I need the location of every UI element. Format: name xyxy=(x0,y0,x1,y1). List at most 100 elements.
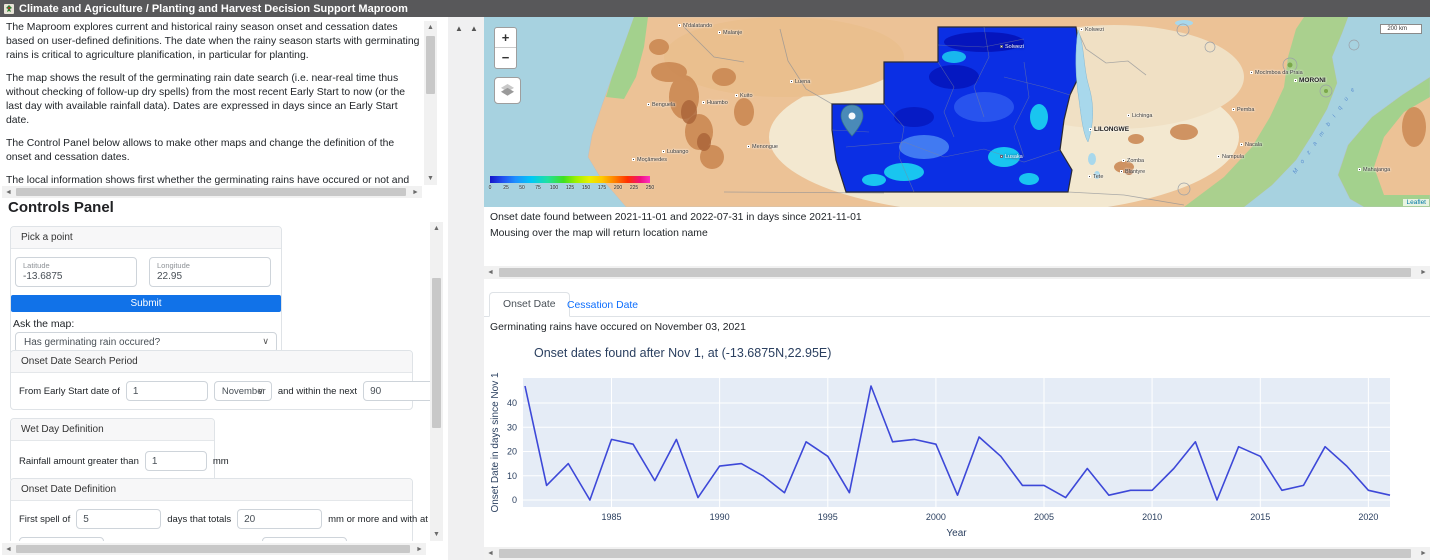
onset-date-search-period-card: Onset Date Search Period From Early Star… xyxy=(10,350,430,410)
latitude-value[interactable]: -13.6875 xyxy=(23,271,63,282)
scroll-left-icon[interactable]: ◄ xyxy=(484,547,497,560)
chevron-down-icon: ∨ xyxy=(262,336,269,346)
germinating-rains-message: Germinating rains have occured on Novemb… xyxy=(490,322,746,333)
controls-panel: Pick a point Latitude -13.6875 Longitude… xyxy=(0,222,430,541)
scroll-right-icon[interactable]: ► xyxy=(413,543,426,555)
controls-horizontal-scrollbar[interactable]: ◄ ► xyxy=(2,543,426,555)
onset-def-row1-mid: days that totals xyxy=(167,513,232,525)
map-caption-range: Onset date found between 2021-11-01 and … xyxy=(490,212,862,223)
scroll-left-icon[interactable]: ◄ xyxy=(2,186,15,198)
longitude-field[interactable]: Longitude 22.95 xyxy=(149,257,271,287)
scroll-left-icon[interactable]: ◄ xyxy=(484,266,497,279)
onset-def-row1-suffix: mm or more and with at least xyxy=(328,513,430,525)
collapse-up-icon[interactable]: ▲ xyxy=(470,24,478,33)
district-borders xyxy=(831,26,1071,193)
intro-horizontal-scrollbar[interactable]: ◄ ► xyxy=(2,186,422,198)
rainfall-amount-input[interactable] xyxy=(144,451,207,471)
search-days-input[interactable] xyxy=(363,381,430,401)
controls-horizontal-scrollbar-thumb[interactable] xyxy=(16,545,410,553)
dry-days-input[interactable] xyxy=(261,537,347,541)
lake xyxy=(1088,153,1096,165)
zoom-out-button[interactable]: − xyxy=(501,50,510,65)
search-period-prefix-label: From Early Start date of xyxy=(19,385,120,397)
scroll-up-icon[interactable]: ▲ xyxy=(424,21,437,34)
location-marker-icon xyxy=(840,104,864,137)
ask-the-map-label: Ask the map: xyxy=(13,318,75,330)
colorbar-tick-label: 50 xyxy=(519,185,525,191)
svg-text:Year: Year xyxy=(946,528,967,539)
controls-vertical-scrollbar[interactable]: ▲ ▼ xyxy=(430,222,443,541)
longitude-value[interactable]: 22.95 xyxy=(157,271,183,282)
colorbar-tick-label: 75 xyxy=(535,185,541,191)
svg-text:2010: 2010 xyxy=(1142,512,1162,522)
scroll-right-icon[interactable]: ► xyxy=(409,186,422,198)
colorbar-tick-label: 125 xyxy=(565,185,575,191)
svg-text:20: 20 xyxy=(507,447,517,457)
chart-title: Onset dates found after Nov 1, at (-13.6… xyxy=(534,346,832,360)
tab-onset-date[interactable]: Onset Date xyxy=(489,292,570,317)
wet-day-suffix-label: mm xyxy=(212,455,229,467)
svg-text:2020: 2020 xyxy=(1358,512,1378,522)
svg-text:1985: 1985 xyxy=(601,512,621,522)
submit-button[interactable]: Submit xyxy=(11,295,281,312)
scroll-right-icon[interactable]: ► xyxy=(1417,547,1430,560)
latitude-field[interactable]: Latitude -13.6875 xyxy=(15,257,137,287)
scroll-down-icon[interactable]: ▼ xyxy=(424,172,437,185)
colorbar-tick-label: 225 xyxy=(629,185,639,191)
pick-a-point-card-title: Pick a point xyxy=(11,227,281,249)
leaflet-map[interactable]: N'dalatando Malanje Kolwezi Benguela Huambo K… xyxy=(484,17,1430,207)
chart-panel-horizontal-scrollbar[interactable]: ◄ ► xyxy=(484,547,1430,560)
app-header: Climate and Agriculture / Planting and H… xyxy=(0,0,1430,17)
panel-divider-gutter: ▲ ▲ xyxy=(448,17,484,560)
onset-dates-line-chart[interactable]: 1985 1990 1995 2000 2005 2010 2015 2020 0 10 20 30 4… xyxy=(484,340,1430,540)
colorbar-gradient xyxy=(490,176,650,183)
chevron-down-icon: ∨ xyxy=(257,386,264,396)
map-zoom-control: + − xyxy=(494,27,517,69)
chart-panel-scrollbar-thumb[interactable] xyxy=(499,549,1411,558)
longitude-label: Longitude xyxy=(157,261,190,270)
lake-malawi xyxy=(1075,29,1093,143)
total-mm-input[interactable] xyxy=(237,509,323,529)
latitude-label: Latitude xyxy=(23,261,50,270)
early-start-day-input[interactable] xyxy=(125,381,208,401)
intro-horizontal-scrollbar-thumb[interactable] xyxy=(16,188,406,196)
zoom-in-button[interactable]: + xyxy=(495,28,516,48)
controls-vertical-scrollbar-thumb[interactable] xyxy=(432,278,441,428)
intro-vertical-scrollbar-thumb[interactable] xyxy=(426,36,435,94)
interior-plateau xyxy=(664,17,904,97)
intro-vertical-scrollbar[interactable]: ▲ ▼ xyxy=(424,21,437,185)
svg-text:0: 0 xyxy=(512,495,517,505)
onset-def-card-title: Onset Date Definition xyxy=(11,479,412,501)
svg-text:10: 10 xyxy=(507,471,517,481)
wet-day-definition-card: Wet Day Definition Rainfall amount great… xyxy=(10,418,229,482)
ask-the-map-selected-value: Has germinating rain occured? xyxy=(24,337,161,348)
map-colorbar-legend: 0 25 50 75 100 125 150 175 200 225 250 xyxy=(488,176,660,194)
tab-cessation-date[interactable]: Cessation Date xyxy=(567,300,639,311)
scroll-down-icon[interactable]: ▼ xyxy=(430,528,443,541)
map-panel-scrollbar-thumb[interactable] xyxy=(499,268,1411,277)
svg-text:1990: 1990 xyxy=(710,512,730,522)
colorbar-tick-label: 0 xyxy=(488,185,492,191)
colorbar-tick-label: 250 xyxy=(645,185,655,191)
month-selected-value: November xyxy=(221,385,266,397)
mountain-relief-dark xyxy=(681,100,1133,175)
controls-panel-heading: Controls Panel xyxy=(8,199,114,216)
spell-days-input[interactable] xyxy=(76,509,162,529)
intro-paragraph: The map shows the result of the germinat… xyxy=(6,73,406,126)
layers-control-button[interactable] xyxy=(494,77,521,104)
map-panel-horizontal-scrollbar[interactable]: ◄ ► xyxy=(484,266,1430,279)
colorbar-tick-label: 200 xyxy=(613,185,623,191)
leaflet-attribution[interactable]: Leaflet xyxy=(1403,199,1429,206)
intro-paragraph: The Control Panel below allows to make o… xyxy=(6,138,395,163)
collapse-up-icon[interactable]: ▲ xyxy=(455,24,463,33)
scroll-right-icon[interactable]: ► xyxy=(1417,266,1430,279)
map-canvas[interactable] xyxy=(484,17,1430,207)
page-title: Climate and Agriculture / Planting and H… xyxy=(19,2,408,15)
search-period-card-title: Onset Date Search Period xyxy=(11,351,412,373)
wet-days-input[interactable] xyxy=(19,537,104,541)
scroll-up-icon[interactable]: ▲ xyxy=(430,222,443,235)
early-start-month-select[interactable]: November ∨ xyxy=(213,381,272,401)
intro-text: The Maproom explores current and histori… xyxy=(6,21,420,185)
colorbar-tick-label: 150 xyxy=(581,185,591,191)
scroll-left-icon[interactable]: ◄ xyxy=(2,543,15,555)
